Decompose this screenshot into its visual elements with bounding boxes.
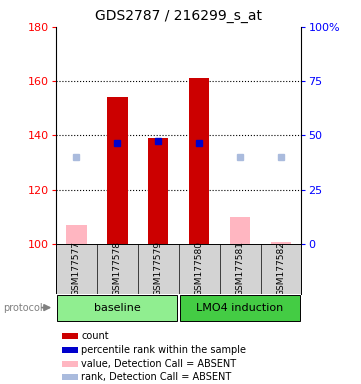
Text: GSM177579: GSM177579: [154, 241, 163, 296]
Text: GSM177577: GSM177577: [72, 241, 81, 296]
Text: baseline: baseline: [94, 303, 141, 313]
Bar: [57, 295, 178, 321]
Text: GSM177581: GSM177581: [236, 241, 244, 296]
Title: GDS2787 / 216299_s_at: GDS2787 / 216299_s_at: [95, 9, 262, 23]
Bar: [180, 295, 300, 321]
Text: GSM177580: GSM177580: [195, 241, 204, 296]
Text: GSM177578: GSM177578: [113, 241, 122, 296]
Bar: [271, 242, 291, 244]
Bar: [230, 217, 250, 244]
Text: value, Detection Call = ABSENT: value, Detection Call = ABSENT: [81, 359, 236, 369]
Bar: [107, 98, 127, 244]
Bar: [62, 374, 78, 381]
Bar: [62, 361, 78, 367]
Bar: [148, 138, 169, 244]
Text: percentile rank within the sample: percentile rank within the sample: [81, 345, 246, 355]
Bar: [62, 347, 78, 353]
Bar: [189, 78, 209, 244]
Text: count: count: [81, 331, 109, 341]
Text: rank, Detection Call = ABSENT: rank, Detection Call = ABSENT: [81, 372, 231, 382]
Bar: [66, 225, 87, 244]
Text: GSM177582: GSM177582: [277, 242, 286, 296]
Text: protocol: protocol: [4, 303, 43, 313]
Text: LMO4 induction: LMO4 induction: [196, 303, 284, 313]
Bar: [62, 333, 78, 339]
